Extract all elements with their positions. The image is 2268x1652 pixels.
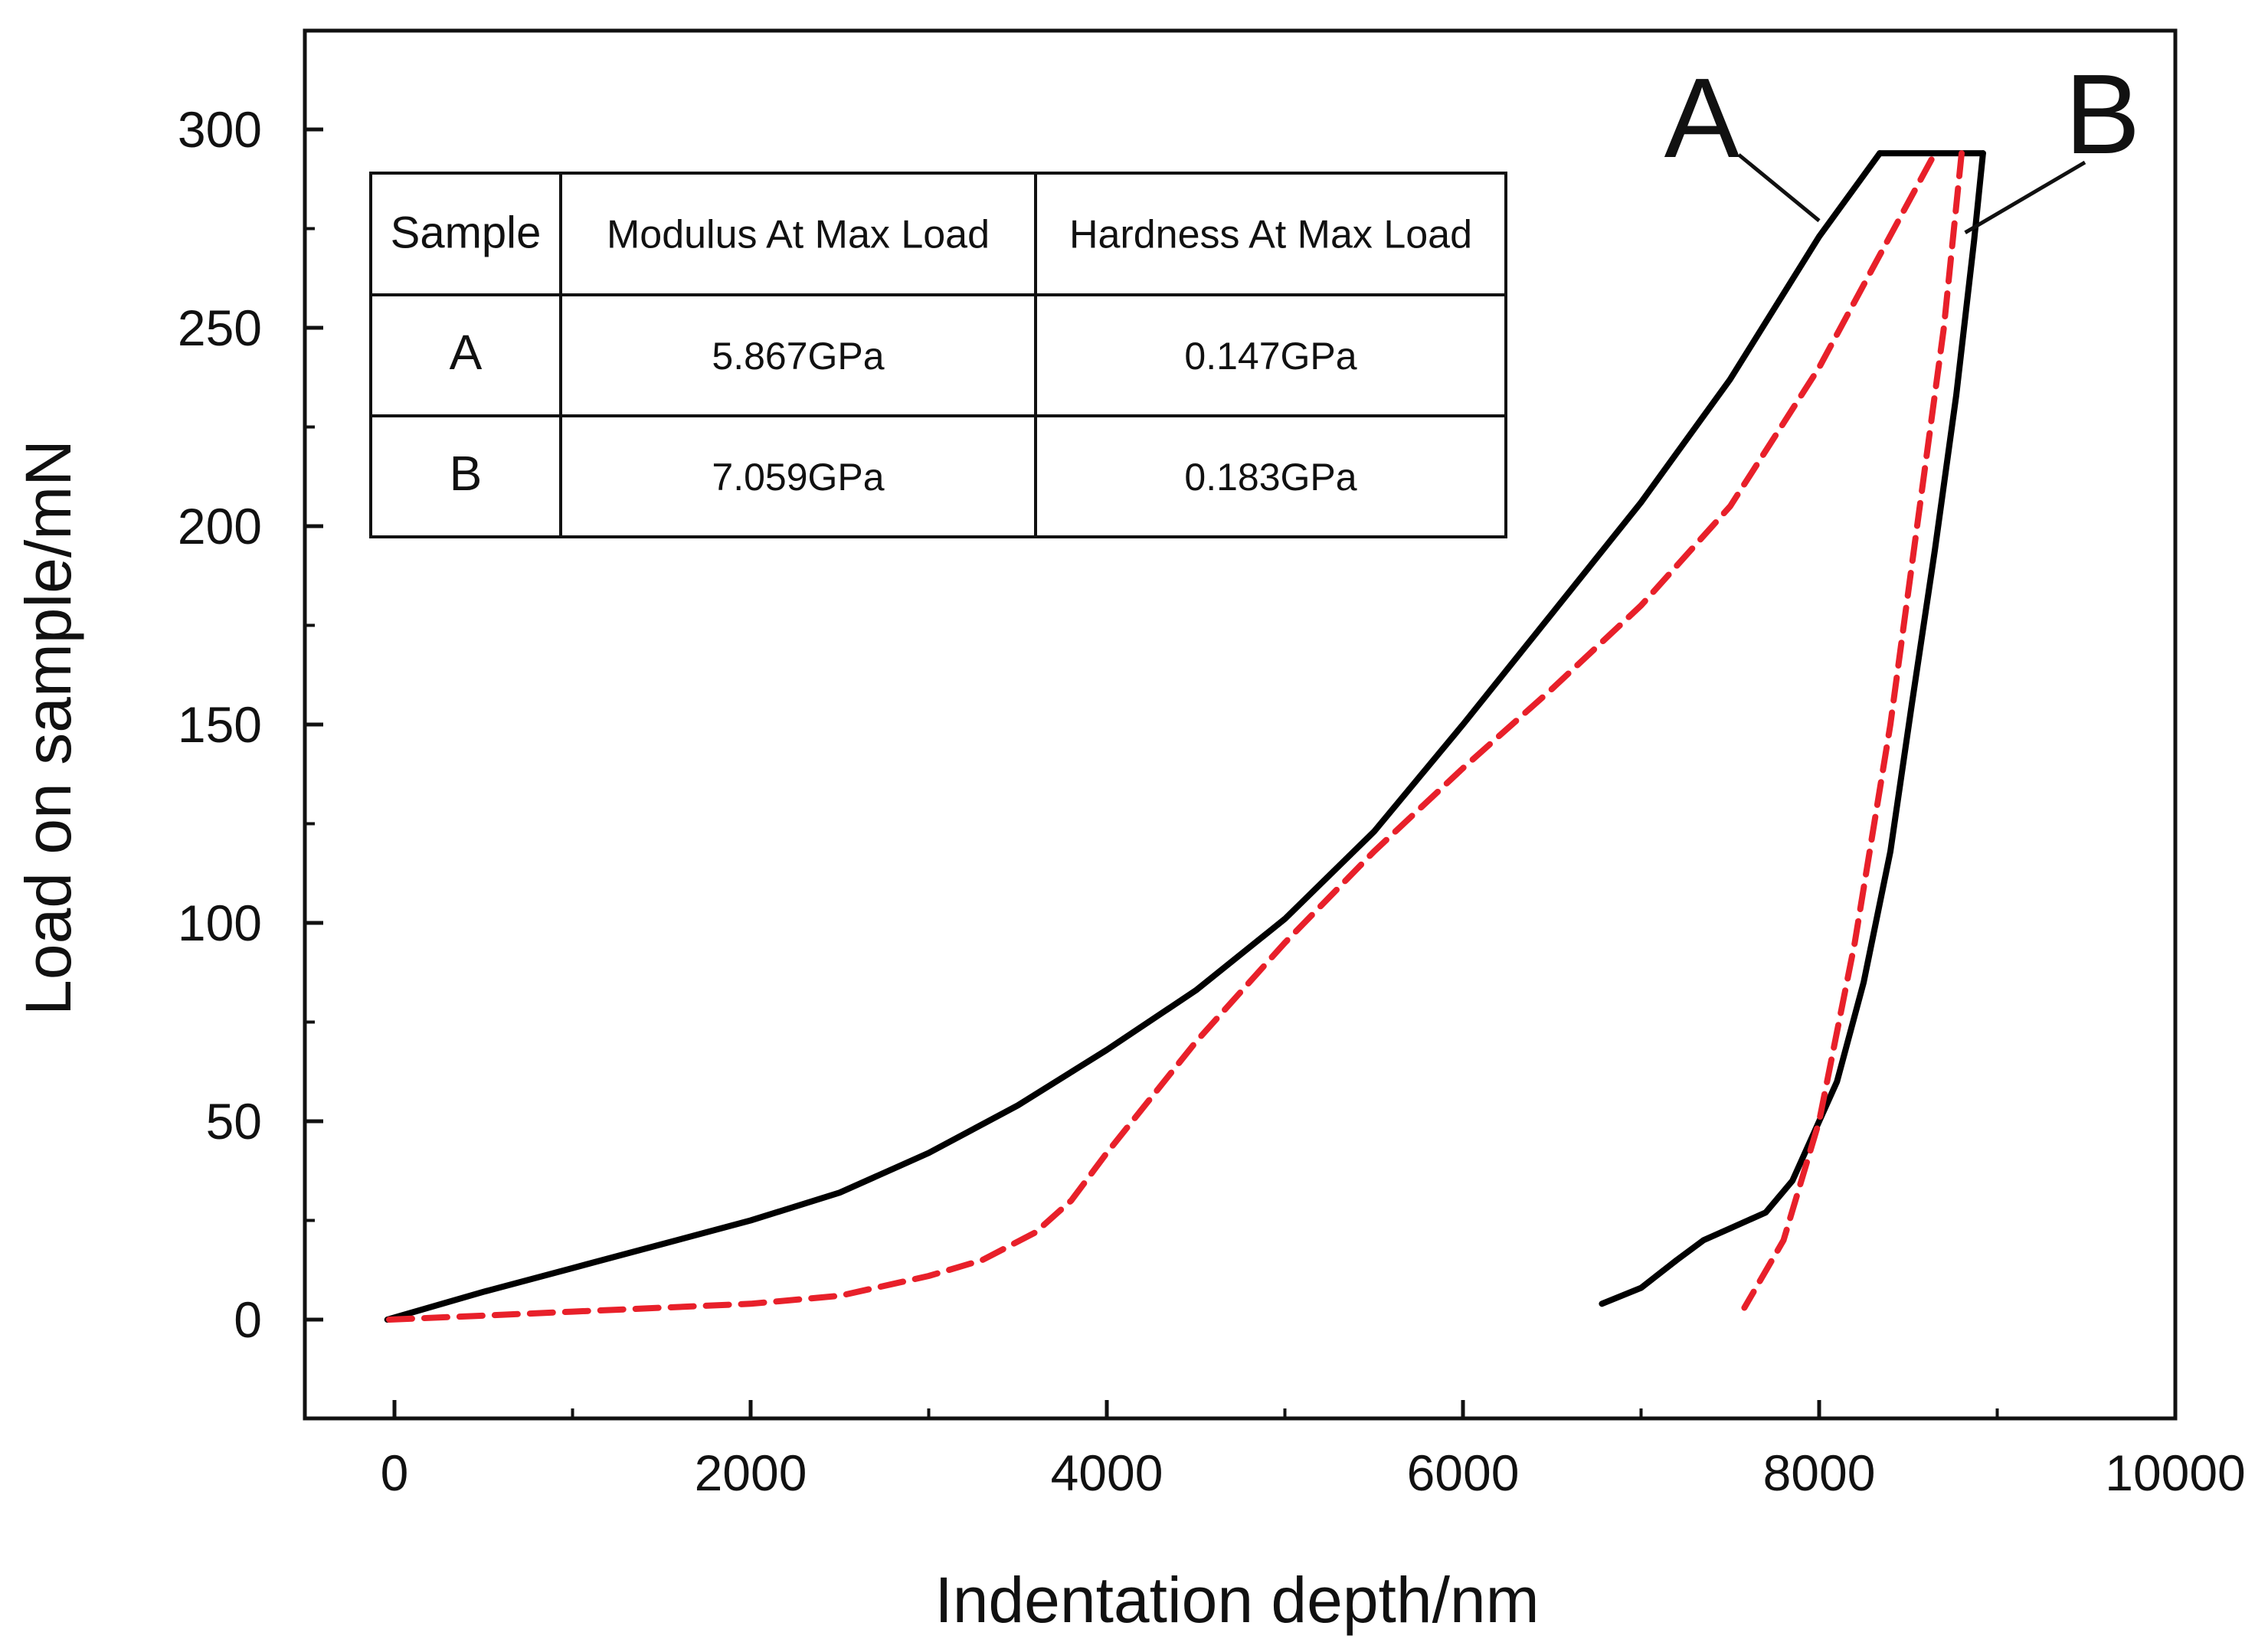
x-axis-title: Indentation depth/nm [934, 1564, 1539, 1636]
table-header-cell: Modulus At Max Load [607, 213, 990, 257]
y-tick-label: 150 [178, 696, 262, 753]
plot-curves [384, 150, 1986, 1323]
table-cell: 0.147GPa [1184, 335, 1357, 378]
table-cell: A [450, 325, 483, 380]
annotation-b-label: B [2065, 51, 2141, 178]
annotation-a-label: A [1664, 55, 1740, 182]
y-tick-label: 250 [178, 299, 262, 356]
table-header-cell: Sample [391, 208, 542, 258]
y-tick-label: 50 [206, 1093, 262, 1150]
y-tick-label: 0 [234, 1291, 262, 1348]
x-tick-label: 6000 [1407, 1444, 1520, 1501]
annotation-a-leader-line [1737, 153, 1821, 223]
y-tick-label: 100 [178, 895, 262, 951]
series-a-loading-curve [384, 150, 1883, 1323]
inset-table: Sample Modulus At Max Load Hardness At Max… [369, 172, 1507, 538]
x-tick-label: 0 [381, 1444, 409, 1501]
axis-ticks: 0 2000 4000 6000 8000 10000 0 50 100 150 200 250 300 [178, 101, 2246, 1501]
y-axis-title: Load on sample/mN [12, 440, 84, 1016]
y-tick-label: 300 [178, 101, 262, 158]
x-tick-label: 4000 [1051, 1444, 1163, 1501]
table-cell: B [450, 446, 483, 501]
table-cell: 0.183GPa [1184, 456, 1357, 499]
y-tick-label: 200 [178, 498, 262, 554]
table-header-cell: Hardness At Max Load [1069, 213, 1472, 257]
series-b-unloading-curve [1741, 150, 1965, 1311]
x-tick-label: 8000 [1763, 1444, 1876, 1501]
x-tick-label: 2000 [695, 1444, 807, 1501]
table-cell: 7.059GPa [712, 456, 884, 499]
x-tick-label: 10000 [2105, 1444, 2246, 1501]
series-a-unloading-curve [1599, 150, 1986, 1307]
annotation-b-leader-line [1964, 160, 2086, 234]
series-b-loading-curve [386, 150, 1939, 1323]
table-cell: 5.867GPa [712, 335, 884, 378]
